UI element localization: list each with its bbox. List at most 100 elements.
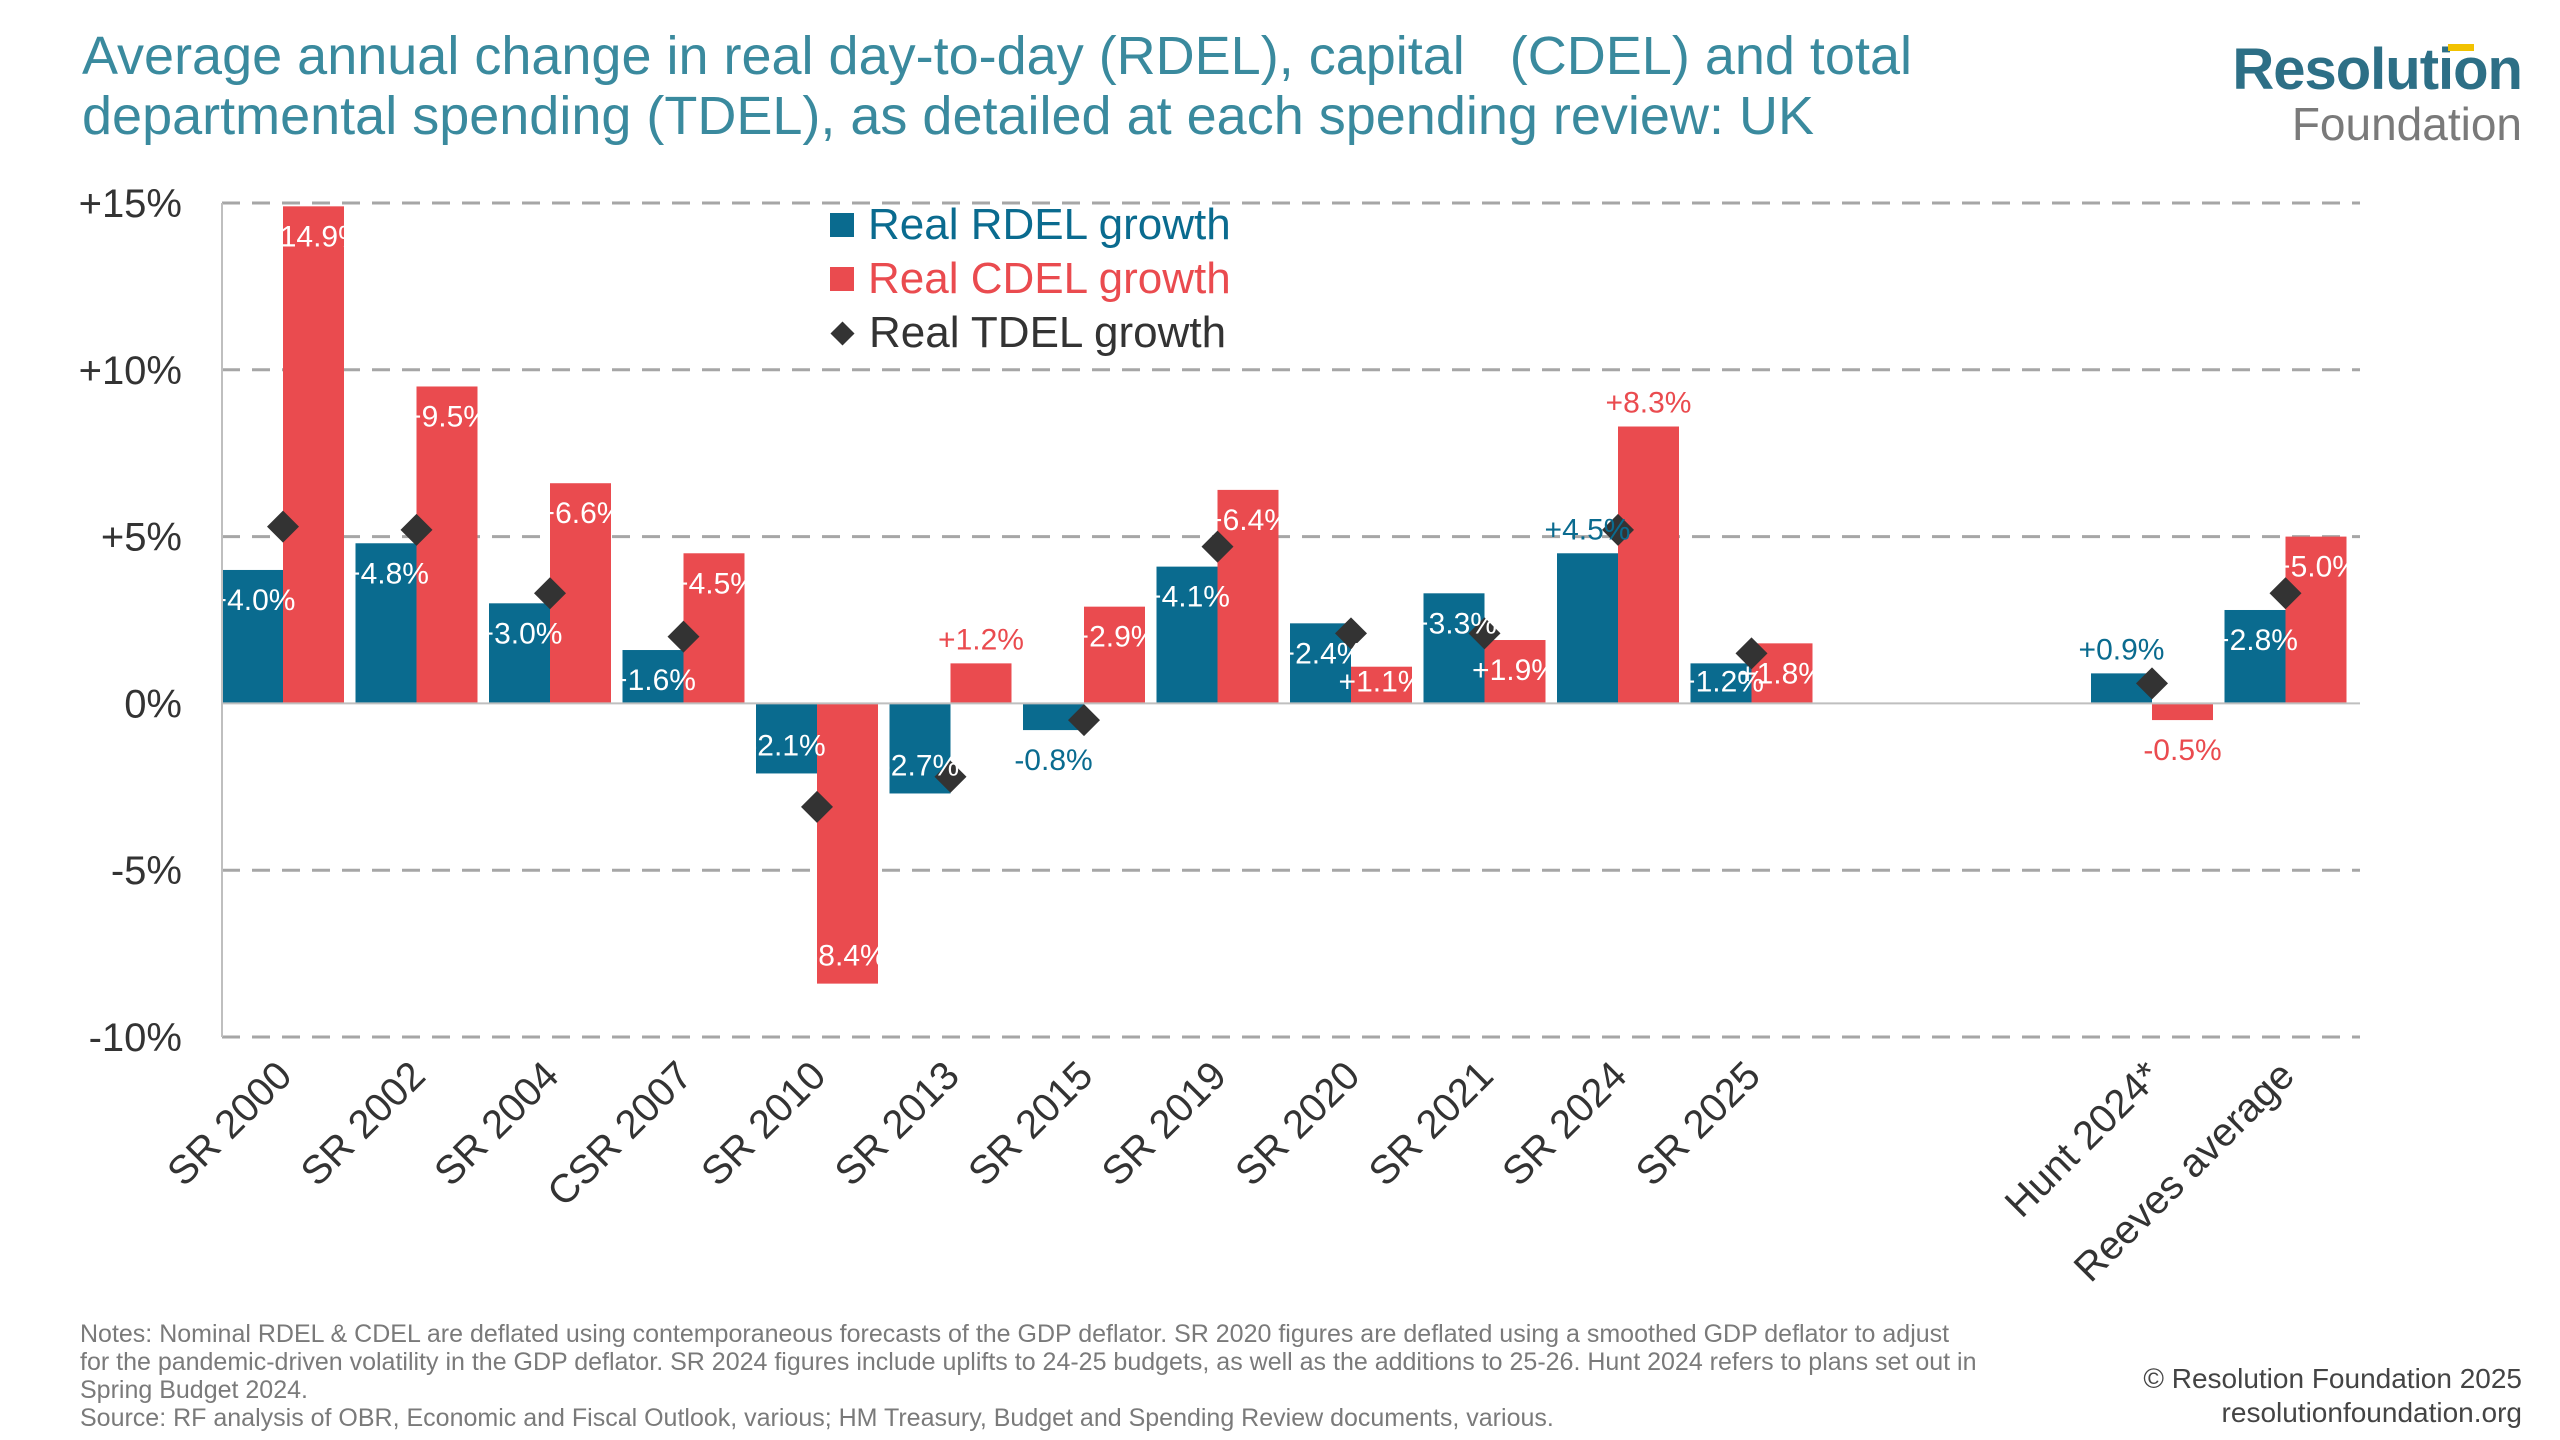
- notes-line-2: for the pandemic-driven volatility in th…: [80, 1348, 1977, 1376]
- rdel-data-label: +3.3%: [1411, 607, 1497, 640]
- tdel-marker: [2269, 577, 2302, 610]
- cdel-bar: [950, 663, 1012, 704]
- y-tick-label: -5%: [111, 849, 182, 893]
- cdel-data-label: +5.0%: [2273, 551, 2359, 584]
- rdel-bar: [622, 650, 684, 704]
- cdel-bar: [2285, 536, 2347, 704]
- rdel-data-label: -2.7%: [881, 749, 959, 782]
- tdel-marker: [801, 790, 833, 823]
- chart-title-line-2: departmental spending (TDEL), as detaile…: [82, 86, 1814, 146]
- cdel-bar: [283, 206, 344, 704]
- cdel-data-label: +8.3%: [1606, 387, 1692, 420]
- tdel-marker: [1068, 704, 1100, 737]
- website-text: resolutionfoundation.org: [2221, 1397, 2522, 1428]
- cdel-bar: [1084, 606, 1145, 704]
- rdel-bar: [355, 543, 417, 704]
- chart-title: Average annual change in real day-to-day…: [82, 26, 1982, 146]
- rdel-bar: [489, 603, 550, 704]
- x-category-label: SR 2015: [960, 1053, 1101, 1194]
- marker-layer: [267, 510, 2302, 823]
- legend-swatch-cdel: [830, 267, 854, 291]
- rdel-data-label: +4.5%: [1545, 513, 1631, 546]
- cdel-bar: [1351, 666, 1412, 704]
- cdel-data-label: -8.4%: [808, 940, 886, 973]
- tdel-marker: [1335, 617, 1367, 650]
- rdel-data-label: +4.0%: [210, 584, 296, 617]
- cdel-data-label: +4.5%: [671, 567, 757, 600]
- y-tick-label: +5%: [101, 516, 182, 560]
- bar-layer: [222, 206, 2347, 984]
- notes-line-1: Notes: Nominal RDEL & CDEL are deflated …: [80, 1320, 1950, 1348]
- x-category-label: SR 2024: [1494, 1053, 1635, 1194]
- x-category-label: SR 2002: [293, 1053, 434, 1194]
- notes-line-3: Spring Budget 2024.: [80, 1376, 308, 1404]
- rdel-bar: [1690, 663, 1752, 704]
- tdel-marker: [400, 513, 433, 546]
- legend-item-rdel: Real RDEL growth: [830, 198, 1231, 252]
- x-category-label: SR 2010: [693, 1053, 834, 1194]
- rdel-data-label: +4.1%: [1144, 581, 1230, 614]
- x-category-label: SR 2000: [159, 1053, 300, 1194]
- y-tick-label: 0%: [124, 682, 182, 726]
- y-tick-label: +10%: [79, 349, 182, 393]
- cdel-data-label: +1.2%: [938, 623, 1024, 656]
- rdel-data-label: +3.0%: [477, 617, 563, 650]
- cdel-bar: [1484, 640, 1546, 704]
- cdel-bar: [2152, 703, 2213, 721]
- chart-notes: Notes: Nominal RDEL & CDEL are deflated …: [80, 1320, 2140, 1432]
- grid-layer: [222, 201, 2360, 1039]
- rdel-data-label: +1.2%: [1678, 665, 1764, 698]
- tdel-marker: [1735, 637, 1768, 670]
- y-tick-label: +15%: [79, 182, 182, 226]
- copyright-text: © Resolution Foundation 2025: [2143, 1363, 2522, 1394]
- rdel-data-label: -0.8%: [1014, 744, 1092, 777]
- cdel-data-label: -0.5%: [2143, 734, 2221, 767]
- rdel-data-label: +1.6%: [610, 664, 696, 697]
- cdel-data-label: +6.6%: [538, 497, 624, 530]
- cdel-data-label: +14.9%: [262, 220, 365, 253]
- tdel-marker: [1201, 530, 1234, 563]
- cdel-bar: [1217, 489, 1279, 704]
- rdel-bar: [756, 703, 817, 774]
- legend-label-tdel: Real TDEL growth: [869, 308, 1227, 357]
- cdel-bar: [683, 553, 745, 704]
- rdel-data-label: -2.1%: [747, 729, 825, 762]
- rdel-bar: [2224, 609, 2286, 704]
- cdel-data-label: +9.5%: [404, 400, 490, 433]
- tdel-marker: [934, 760, 967, 793]
- legend-item-tdel: Real TDEL growth: [830, 306, 1231, 360]
- rdel-data-label: +2.8%: [2212, 624, 2298, 657]
- cdel-data-label: +1.8%: [1739, 657, 1825, 690]
- chart-title-line-1: Average annual change in real day-to-day…: [82, 26, 1912, 86]
- logo-line-2: Foundation: [2291, 98, 2522, 150]
- legend-item-cdel: Real CDEL growth: [830, 252, 1231, 306]
- rdel-data-label: +2.4%: [1278, 637, 1364, 670]
- x-category-label: SR 2019: [1094, 1053, 1235, 1194]
- cdel-bar: [817, 703, 878, 984]
- chart-legend: Real RDEL growth Real CDEL growth Real T…: [830, 198, 1231, 360]
- cdel-data-label: +2.9%: [1072, 621, 1158, 654]
- cdel-bar: [416, 386, 478, 704]
- label-layer: +4.0% +14.9% +4.8% +9.5% +3.0% +6.6% +1.6% +4.5…: [210, 220, 2359, 972]
- rdel-bar: [1156, 566, 1218, 704]
- x-category-label: SR 2004: [426, 1053, 567, 1194]
- rdel-bar: [1423, 593, 1485, 704]
- cdel-data-label: +1.9%: [1472, 654, 1558, 687]
- x-category-label: SR 2013: [827, 1053, 968, 1194]
- source-line: Source: RF analysis of OBR, Economic and…: [80, 1404, 1554, 1432]
- tdel-marker: [667, 620, 700, 653]
- tdel-marker: [1602, 513, 1634, 546]
- tdel-marker: [1468, 617, 1501, 650]
- tdel-marker: [534, 577, 566, 610]
- logo-line-1: Resolution: [2232, 37, 2523, 102]
- cdel-data-label: +1.1%: [1339, 665, 1425, 698]
- x-category-label: SR 2020: [1227, 1053, 1368, 1194]
- logo-accent-bar: [2448, 44, 2474, 51]
- legend-label-cdel: Real CDEL growth: [868, 254, 1231, 303]
- tdel-marker: [267, 510, 299, 543]
- legend-label-rdel: Real RDEL growth: [868, 200, 1231, 249]
- tdel-marker: [2136, 667, 2168, 700]
- rdel-data-label: +4.8%: [343, 557, 429, 590]
- rdel-bar: [222, 569, 283, 704]
